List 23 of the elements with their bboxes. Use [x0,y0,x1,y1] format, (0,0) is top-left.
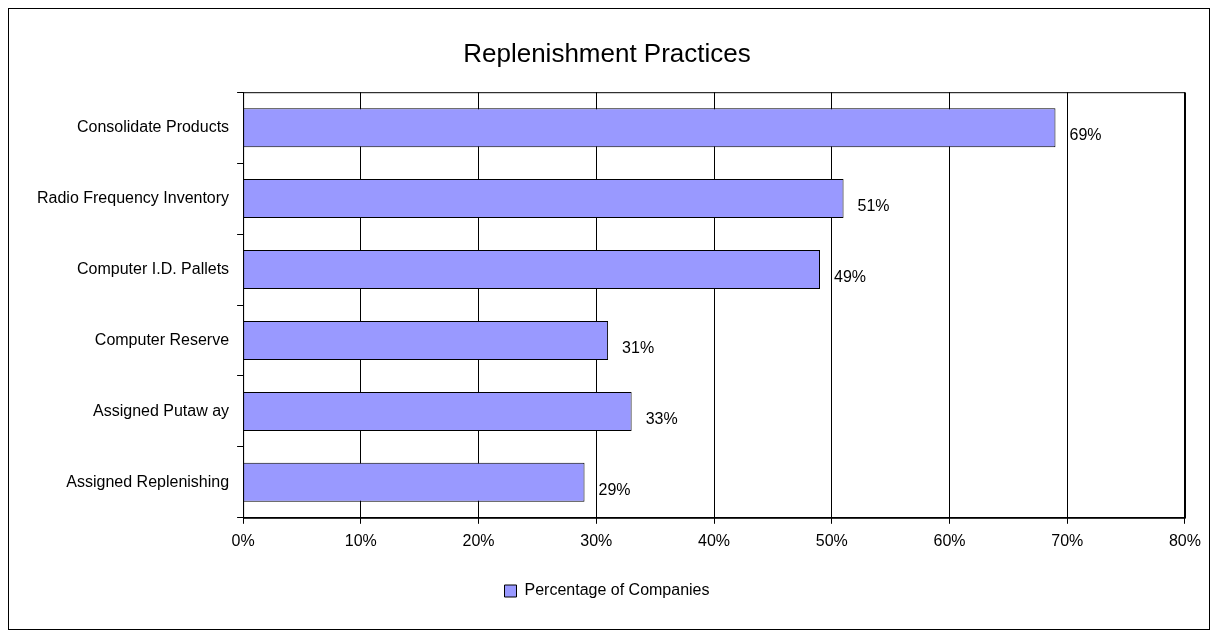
x-tick-label: 60% [933,531,966,549]
data-label: 69% [1069,126,1102,144]
y-tick-label: Radio Frequency Inventory [36,189,230,207]
x-tick-label: 10% [344,531,377,549]
legend-label: Percentage of Companies [524,581,710,599]
y-tick-label: Consolidate Products [77,118,230,136]
y-tick-label: Computer Reserve [94,330,230,348]
data-label: 31% [622,338,655,356]
y-tick-label: Computer I.D. Pallets [77,259,230,277]
x-tick-label: 80% [1168,531,1201,549]
data-label: 51% [857,197,890,215]
data-label: 49% [834,267,867,285]
x-tick-label: 40% [698,531,731,549]
x-tick-label: 70% [1051,531,1084,549]
data-label: 29% [598,480,631,498]
x-tick-label: 30% [580,531,613,549]
x-tick-label: 50% [815,531,848,549]
y-tick-label: Assigned Putaw ay [93,401,230,419]
y-tick-label: Assigned Replenishing [66,472,230,490]
chart-title: Replenishment Practices [463,37,751,68]
x-tick-label: 20% [462,531,495,549]
data-label: 33% [645,409,678,427]
x-tick-label: 0% [231,531,255,549]
